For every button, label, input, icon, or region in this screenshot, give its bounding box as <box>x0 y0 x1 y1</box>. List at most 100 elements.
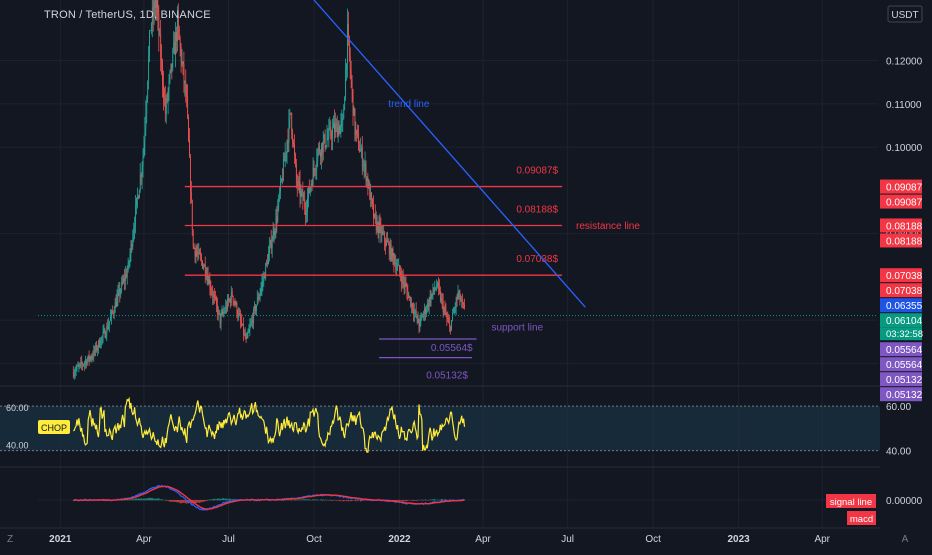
candle-body <box>342 119 343 120</box>
candle-body <box>197 252 198 253</box>
candle-body <box>146 99 147 114</box>
candle-body <box>457 298 458 299</box>
candle-body <box>373 204 374 217</box>
candle-body <box>118 292 119 297</box>
candle-body <box>235 302 236 305</box>
candle-body <box>199 250 200 254</box>
candle-body <box>331 136 332 139</box>
symbol-title[interactable]: TRON / TetherUS, 1D, BINANCE <box>44 9 211 21</box>
candle-body <box>166 98 167 113</box>
candle-body <box>141 175 142 176</box>
candle-body <box>323 140 324 152</box>
candle-body <box>213 295 214 297</box>
candle-body <box>165 99 166 114</box>
candle-body <box>205 265 206 275</box>
candle-body <box>250 323 251 326</box>
time-tick-label: Jul <box>561 534 574 545</box>
candle-body <box>374 214 375 218</box>
candle-body <box>376 217 377 230</box>
currency-label[interactable]: USDT <box>891 10 918 21</box>
candle-body <box>215 297 216 299</box>
candle-body <box>201 257 202 261</box>
resistance-value-label: 0.09087$ <box>516 166 558 177</box>
candle-body <box>407 286 408 291</box>
axis-tag-label: 0.07038 <box>886 271 923 282</box>
candle-body <box>418 315 419 322</box>
candle-body <box>398 265 399 266</box>
candle-body <box>347 24 348 64</box>
candle-body <box>440 291 441 301</box>
countdown-label: 03:32:58 <box>886 329 923 340</box>
candle-body <box>460 291 461 300</box>
candle-body <box>74 374 75 377</box>
candle-body <box>307 198 308 211</box>
axis-tag-label: 0.05132 <box>886 390 923 401</box>
candle-body <box>396 268 397 270</box>
time-tick-label: 2022 <box>388 534 411 545</box>
candle-body <box>115 302 116 312</box>
candle-body <box>360 150 361 151</box>
macd-label: macd <box>850 514 873 525</box>
candle-body <box>414 311 415 314</box>
candle-body <box>102 336 103 337</box>
candle-body <box>451 320 452 330</box>
candle-body <box>150 30 151 31</box>
candle-body <box>207 276 208 277</box>
candle-body <box>128 262 129 270</box>
candle-body <box>197 253 198 254</box>
candle-body <box>104 330 105 332</box>
candle-body <box>144 141 145 157</box>
candle-body <box>361 148 362 151</box>
candle-body <box>99 341 100 347</box>
candle-body <box>316 168 317 171</box>
candle-body <box>226 306 227 309</box>
candle-body <box>299 181 300 182</box>
candle-body <box>308 188 309 198</box>
candle-body <box>385 241 386 245</box>
candle-body <box>171 64 172 69</box>
candle-body <box>142 167 143 176</box>
candle-body <box>116 302 117 306</box>
axis-tag-label: 0.06104 <box>886 316 923 327</box>
candle-body <box>443 301 444 312</box>
candle-body <box>109 321 110 325</box>
zoom-icon[interactable]: Z <box>7 534 13 545</box>
chop-upper-label: 60.00 <box>6 403 29 413</box>
candle-body <box>119 289 120 293</box>
candle-body <box>313 168 314 186</box>
candle-body <box>386 240 387 245</box>
candle-body <box>371 193 372 200</box>
candle-body <box>212 293 213 297</box>
candle-body <box>372 200 373 205</box>
candle-body <box>113 312 114 313</box>
candle-body <box>271 240 272 249</box>
candle-body <box>255 306 256 311</box>
candle-body <box>162 62 163 85</box>
candle-body <box>139 190 140 198</box>
candle-body <box>188 116 189 140</box>
candle-body <box>270 240 271 246</box>
candle-body <box>114 313 115 314</box>
candle-body <box>335 124 336 132</box>
candle-body <box>243 324 244 334</box>
candle-body <box>454 309 455 312</box>
candle-body <box>161 60 162 63</box>
candle-body <box>310 187 311 192</box>
auto-scale-icon[interactable]: A <box>902 534 909 545</box>
candle-body <box>151 24 152 31</box>
candle-body <box>228 299 229 301</box>
candle-body <box>312 184 313 186</box>
candle-body <box>282 179 283 180</box>
candle-body <box>434 290 435 291</box>
candle-body <box>124 278 125 281</box>
candle-body <box>433 287 434 293</box>
candle-body <box>218 310 219 314</box>
candle-body <box>225 306 226 312</box>
candle-body <box>216 298 217 304</box>
axis-tag-label: 0.05564 <box>886 345 923 356</box>
candle-body <box>329 127 330 129</box>
candle-body <box>194 246 195 249</box>
